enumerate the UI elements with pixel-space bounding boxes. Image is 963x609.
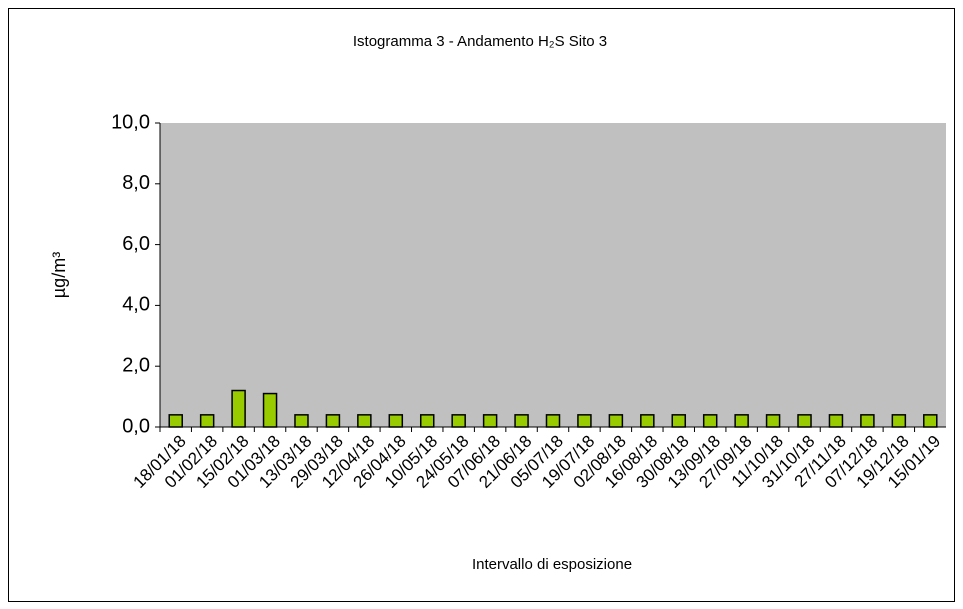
bar (168, 414, 183, 428)
bar (640, 414, 655, 428)
y-tick-label: 2,0 (122, 354, 150, 376)
bar (357, 414, 372, 428)
y-tick-label: 0,0 (122, 415, 150, 437)
x-axis-label: Intervallo di esposizione (472, 556, 632, 573)
bar (482, 414, 498, 428)
bar (419, 414, 435, 428)
y-tick-label: 4,0 (122, 294, 150, 316)
y-tick-label: 10,0 (111, 111, 150, 133)
y-tick-label: 6,0 (122, 233, 150, 255)
bar (608, 414, 624, 428)
bar (828, 414, 844, 428)
bar (923, 414, 938, 428)
bar (891, 414, 907, 428)
bar (388, 414, 404, 428)
y-axis-label: µg/m³ (49, 252, 69, 298)
bar (860, 414, 875, 428)
bar (262, 392, 278, 428)
bar (671, 414, 687, 428)
y-tick-label: 8,0 (122, 172, 150, 194)
bar (325, 414, 341, 428)
bar (231, 389, 246, 428)
bar (765, 414, 781, 428)
bar (577, 414, 592, 428)
bar (199, 414, 215, 428)
chart-title: Istogramma 3 - Andamento H₂S Sito 3 (353, 33, 607, 50)
bar (514, 414, 529, 428)
plot-area (160, 123, 946, 427)
bar (797, 414, 812, 428)
bar (734, 414, 749, 428)
bar (294, 414, 309, 428)
bar (545, 414, 561, 428)
bar (451, 414, 466, 428)
bar (702, 414, 718, 428)
